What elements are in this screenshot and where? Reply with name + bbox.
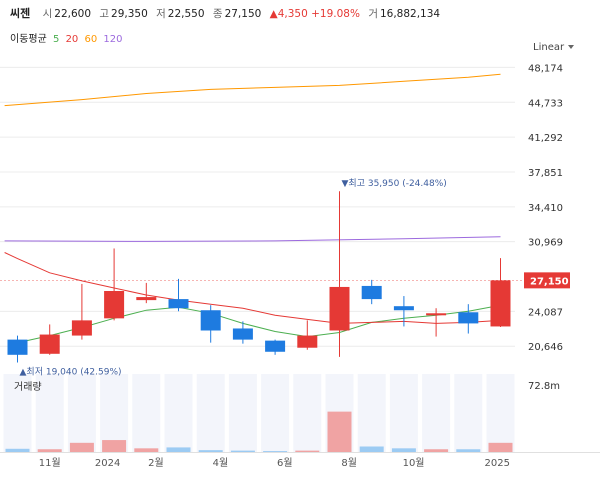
volume-column-bg [357, 374, 386, 452]
volume-column-bg [261, 374, 290, 452]
high-annotation: ▼최고 35,950 (-24.48%) [342, 178, 447, 189]
scale-mode-label: Linear [533, 42, 565, 53]
x-tick-label: 2024 [95, 458, 120, 469]
low-label: 저 [156, 8, 166, 20]
y-tick-label: 37,851 [528, 168, 563, 179]
candle-body [168, 299, 189, 309]
volume-column-bg [389, 374, 418, 452]
ma-line-20 [4, 252, 501, 324]
candle-body [265, 340, 286, 352]
ma-line-60 [4, 73, 501, 107]
x-tick-label: 10월 [403, 457, 425, 469]
volume-column-bg [132, 374, 161, 452]
ma-20-label: 20 [65, 34, 79, 45]
volume-value: 16,882,134 [379, 8, 441, 20]
x-tick-label: 2025 [485, 458, 510, 469]
volume-bar [359, 446, 384, 452]
y-tick-label: 34,410 [528, 203, 563, 214]
volume-bar [198, 450, 223, 452]
volume-column-bg [164, 374, 193, 452]
candle-body [39, 334, 60, 354]
ma-5-label: 5 [53, 34, 60, 45]
high-value: 29,350 [111, 8, 148, 20]
volume-label: 거 [368, 8, 378, 20]
volume-panel-title: 거래량 [14, 382, 42, 393]
candle-body [232, 328, 253, 340]
candle-body [426, 313, 447, 316]
stock-name: 씨젠 [10, 7, 31, 20]
close-value: 27,150 [224, 8, 262, 20]
open-label: 시 [42, 8, 53, 20]
current-price-badge [524, 272, 570, 289]
volume-bar [5, 448, 30, 452]
volume-bar [263, 451, 288, 452]
candle-body [393, 306, 414, 311]
candle-body [458, 312, 479, 324]
close-label: 종 [212, 8, 223, 20]
candle-body [297, 335, 318, 348]
candle-body [71, 320, 92, 336]
candle-body [329, 286, 350, 331]
volume-column-bg [3, 374, 32, 452]
volume-column-bg [454, 374, 483, 452]
x-tick-label: 6월 [277, 457, 293, 469]
volume-column-bg [422, 374, 451, 452]
volume-bar [327, 411, 352, 452]
volume-bar [69, 442, 94, 452]
scale-mode-dropdown[interactable]: Linear [533, 42, 575, 53]
volume-column-bg [35, 374, 64, 452]
ma-60-label: 60 [84, 34, 98, 45]
candle-body [104, 290, 125, 319]
y-tick-label: 41,292 [528, 133, 563, 144]
volume-bar [37, 449, 62, 452]
volume-bar [102, 440, 127, 452]
y-tick-label: 24,087 [528, 307, 563, 318]
x-tick-label: 8월 [341, 457, 357, 469]
volume-column-bg [486, 374, 515, 452]
moving-average-legend[interactable]: 이동평균 5 20 60 120 [10, 30, 126, 45]
open-value: 22,600 [54, 8, 92, 20]
candle-body [7, 339, 28, 355]
high-label: 고 [99, 8, 110, 20]
y-tick-label: 30,969 [528, 238, 563, 249]
volume-bar [456, 449, 481, 452]
volume-bar [166, 447, 191, 452]
y-tick-label: 48,174 [528, 63, 563, 74]
candle-body [361, 285, 382, 300]
ma-legend-label: 이동평균 [10, 34, 47, 45]
ma-line-120 [4, 236, 501, 242]
y-tick-label: 44,733 [528, 98, 563, 109]
volume-axis-label: 72.8m [528, 381, 560, 392]
volume-bar [230, 450, 255, 452]
x-tick-label: 11월 [39, 457, 61, 469]
x-tick-label: 4월 [213, 457, 229, 469]
volume-bar [295, 450, 320, 452]
low-annotation: ▲최저 19,040 (42.59%) [20, 367, 122, 378]
chevron-down-icon [568, 45, 575, 49]
volume-column-bg [67, 374, 96, 452]
volume-column-bg [196, 374, 225, 452]
current-price-label: 27,150 [530, 276, 569, 287]
low-value: 22,550 [167, 8, 205, 20]
volume-bar [391, 448, 416, 452]
volume-column-bg [293, 374, 322, 452]
y-tick-label: 20,646 [528, 342, 563, 353]
ma-line-5 [17, 304, 501, 344]
price-header: 씨젠 시 22,600 고 29,350 저 22,550 종 27,150 ▲4,35… [10, 5, 445, 21]
x-tick-label: 2월 [148, 457, 164, 469]
change-value: ▲4,350 +19.08% [269, 8, 360, 20]
volume-bar [134, 448, 159, 452]
volume-bar [424, 449, 449, 452]
volume-bar [488, 442, 513, 452]
candle-body [490, 280, 511, 327]
volume-column-bg [100, 374, 129, 452]
candle-body [136, 297, 157, 301]
volume-column-bg [228, 374, 257, 452]
candle-body [200, 310, 221, 331]
ma-120-label: 120 [103, 34, 123, 45]
